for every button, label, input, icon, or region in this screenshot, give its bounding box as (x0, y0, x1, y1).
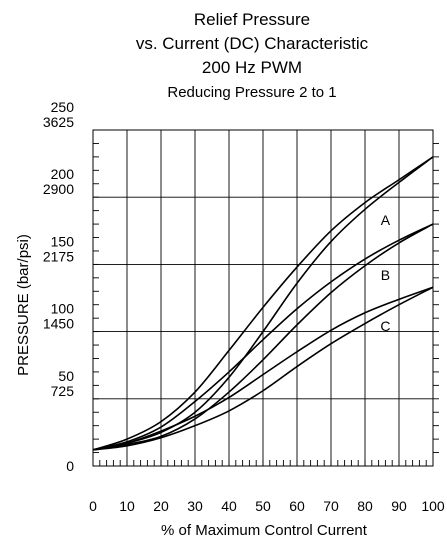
chart-title-line-1: Relief Pressure (194, 10, 310, 29)
x-tick-label: 50 (255, 498, 271, 514)
chart-subtitle: Reducing Pressure 2 to 1 (167, 84, 336, 101)
curve-labels: A B C (380, 212, 390, 334)
y-tick-label-bar: 200 (51, 166, 75, 182)
curve-b-lower (92, 223, 434, 451)
curve-a-lower (92, 156, 434, 451)
chart-title-line-3: 200 Hz PWM (202, 58, 302, 77)
minor-ticks (93, 142, 439, 466)
curve-label-b: B (381, 267, 390, 283)
x-tick-label: 30 (187, 498, 203, 514)
grid-lines (93, 130, 433, 466)
y-tick-label-bar: 150 (51, 233, 75, 249)
y-tick-label-psi: 2900 (43, 181, 74, 197)
x-tick-label: 0 (89, 498, 97, 514)
curve-label-c: C (380, 318, 390, 334)
y-tick-label-psi: 2175 (43, 248, 74, 264)
chart-title-line-2: vs. Current (DC) Characteristic (136, 34, 369, 53)
x-tick-label: 80 (357, 498, 373, 514)
x-tick-label: 70 (323, 498, 339, 514)
y-tick-label-bar: 250 (51, 99, 75, 115)
y-tick-label-psi: 725 (51, 383, 75, 399)
y-tick-label-bar: 100 (51, 301, 75, 317)
curve-label-a: A (381, 212, 391, 228)
x-tick-label: 40 (221, 498, 237, 514)
curve-a-upper (92, 156, 434, 451)
x-tick-label: 100 (421, 498, 445, 514)
curves (92, 156, 434, 451)
y-tick-label-psi: 3625 (43, 114, 74, 130)
y-axis-label: PRESSURE (bar/psi) (15, 234, 32, 376)
curve-c-upper (92, 286, 434, 451)
x-tick-label: 10 (119, 498, 135, 514)
x-axis-label: % of Maximum Control Current (161, 522, 368, 539)
y-tick-label-bar: 0 (66, 458, 74, 474)
y-tick-label-psi: 1450 (43, 316, 74, 332)
x-tick-label: 60 (289, 498, 305, 514)
y-tick-label-bar: 50 (58, 368, 74, 384)
plot-frame (92, 129, 434, 467)
x-tick-label: 20 (153, 498, 169, 514)
x-tick-labels: 0 10 20 30 40 50 60 70 80 90 100 (89, 498, 445, 514)
curve-c-lower (92, 286, 434, 451)
x-tick-label: 90 (391, 498, 407, 514)
curve-b-upper (92, 223, 434, 451)
